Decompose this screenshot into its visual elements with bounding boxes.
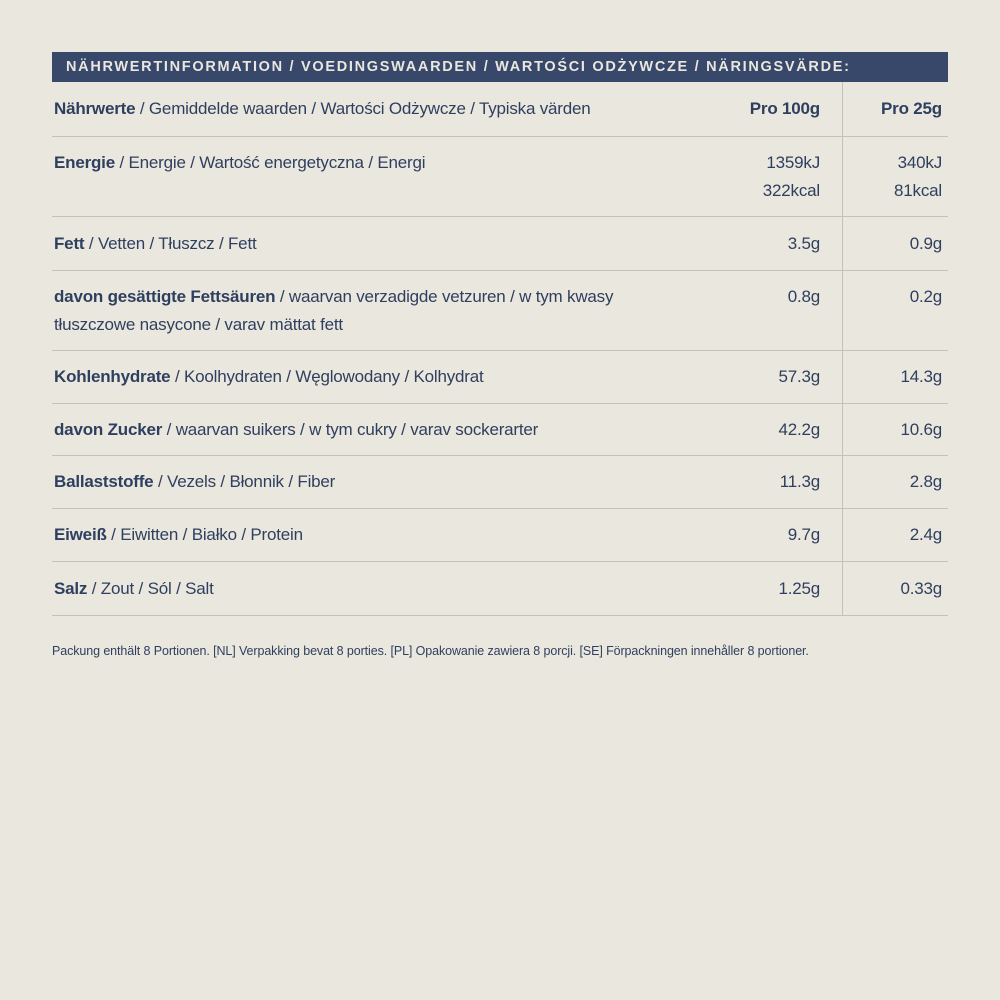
value-text: 42.2g: [778, 419, 820, 439]
value-kcal: 81kcal: [894, 181, 942, 200]
row-label: Kohlenhydrate / Koolhydraten / Węglowoda…: [52, 364, 692, 390]
value-per-100g: 11.3g: [692, 472, 842, 492]
table-title: NÄHRWERTINFORMATION / VOEDINGSWAARDEN / …: [66, 59, 851, 75]
value-per-25g: 2.4g: [842, 509, 948, 561]
value-kcal: 322kcal: [762, 181, 820, 200]
value-per-25g: 10.6g: [842, 404, 948, 455]
table-title-bar: NÄHRWERTINFORMATION / VOEDINGSWAARDEN / …: [52, 52, 948, 82]
nutrient-translations: / waarvan verzadigde vetzuren / w tym kw…: [54, 287, 614, 334]
value-text: 2.8g: [909, 472, 942, 491]
nutrient-name: davon Zucker: [54, 419, 163, 439]
nutrition-table: NÄHRWERTINFORMATION / VOEDINGSWAARDEN / …: [52, 52, 948, 616]
value-text: 2.4g: [909, 525, 942, 544]
header-nutrients-translations: / Gemiddelde waarden / Wartości Odżywcze…: [135, 99, 591, 118]
value-per-100g: 1359kJ 322kcal: [692, 137, 842, 205]
nutrient-name: Ballaststoffe: [54, 472, 154, 491]
value-per-25g: 0.9g: [842, 217, 948, 270]
value-per-100g: 57.3g: [692, 367, 842, 387]
value-text: 11.3g: [779, 472, 820, 491]
table-row-fat: Fett / Vetten / Tłuszcz / Fett 3.5g 0.9g: [52, 217, 948, 271]
row-label: Ballaststoffe / Vezels / Błonnik / Fiber: [52, 469, 692, 495]
value-per-25g: 0.33g: [842, 562, 948, 615]
value-per-100g: 42.2g: [692, 420, 842, 440]
value-per-25g: 14.3g: [842, 351, 948, 403]
row-label: Energie / Energie / Wartość energetyczna…: [52, 137, 692, 177]
value-per-25g: 0.2g: [842, 271, 948, 350]
value-text: 0.8g: [787, 287, 820, 306]
nutrient-translations: / Zout / Sól / Salt: [87, 578, 214, 598]
value-per-100g: 1.25g: [692, 579, 842, 599]
nutrient-name: Kohlenhydrate: [54, 367, 171, 386]
table-row-carbohydrates: Kohlenhydrate / Koolhydraten / Węglowoda…: [52, 351, 948, 404]
value-text: 3.5g: [787, 233, 820, 253]
value-text: 0.2g: [909, 287, 942, 306]
value-text: 0.9g: [909, 233, 942, 253]
header-per-100g: Pro 100g: [692, 99, 842, 119]
value-kj: 1359kJ: [766, 153, 820, 172]
header-per-25g: Pro 25g: [842, 82, 948, 136]
table-row-protein: Eiweiß / Eiwitten / Białko / Protein 9.7…: [52, 509, 948, 562]
nutrient-name: Eiweiß: [54, 525, 107, 544]
value-text: 9.7g: [787, 525, 820, 544]
table-row-sugars: davon Zucker / waarvan suikers / w tym c…: [52, 404, 948, 456]
value-text: 1.25g: [778, 578, 820, 598]
value-per-25g: 2.8g: [842, 456, 948, 508]
nutrient-name: Energie: [54, 153, 115, 172]
header-per-100g-text: Pro 100g: [749, 99, 820, 118]
nutrient-translations: / Eiwitten / Białko / Protein: [106, 525, 303, 544]
nutrient-name: davon gesättigte Fettsäuren: [54, 287, 276, 306]
value-kj: 340kJ: [897, 153, 943, 172]
nutrient-translations: / waarvan suikers / w tym cukry / varav …: [162, 419, 539, 439]
servings-footnote-text: Packung enthält 8 Portionen. [NL] Verpak…: [52, 644, 809, 658]
value-text: 10.6g: [900, 419, 942, 439]
row-label: davon gesättigte Fettsäuren / waarvan ve…: [52, 271, 692, 339]
header-per-25g-text: Pro 25g: [881, 99, 942, 118]
row-label: Salz / Zout / Sól / Salt: [52, 576, 692, 602]
table-row-fiber: Ballaststoffe / Vezels / Błonnik / Fiber…: [52, 456, 948, 509]
nutrient-name: Fett: [54, 233, 85, 253]
nutrient-name: Salz: [54, 578, 88, 598]
nutrient-translations: / Energie / Wartość energetyczna / Energ…: [114, 153, 426, 172]
header-nutrients-label: Nährwerte / Gemiddelde waarden / Wartośc…: [52, 96, 692, 122]
value-per-100g: 3.5g: [692, 234, 842, 254]
value-text: 14.3g: [900, 367, 942, 386]
nutrient-translations: / Vezels / Błonnik / Fiber: [153, 472, 336, 491]
header-nutrients-bold: Nährwerte: [54, 99, 136, 118]
table-row-saturated-fat: davon gesättigte Fettsäuren / waarvan ve…: [52, 271, 948, 351]
servings-footnote: Packung enthält 8 Portionen. [NL] Verpak…: [52, 624, 948, 678]
row-label: Eiweiß / Eiwitten / Białko / Protein: [52, 522, 692, 548]
table-row-salt: Salz / Zout / Sól / Salt 1.25g 0.33g: [52, 562, 948, 616]
value-per-100g: 0.8g: [692, 271, 842, 311]
nutrient-translations: / Vetten / Tłuszcz / Fett: [84, 233, 257, 253]
value-text: 57.3g: [778, 367, 820, 386]
row-label: davon Zucker / waarvan suikers / w tym c…: [52, 417, 692, 443]
nutrient-translations: / Koolhydraten / Węglowodany / Kolhydrat: [170, 367, 484, 386]
value-per-25g: 340kJ 81kcal: [842, 137, 948, 216]
value-text: 0.33g: [900, 578, 942, 598]
row-label: Fett / Vetten / Tłuszcz / Fett: [52, 231, 692, 257]
table-row-energy: Energie / Energie / Wartość energetyczna…: [52, 137, 948, 217]
value-per-100g: 9.7g: [692, 525, 842, 545]
table-header-row: Nährwerte / Gemiddelde waarden / Wartośc…: [52, 82, 948, 137]
